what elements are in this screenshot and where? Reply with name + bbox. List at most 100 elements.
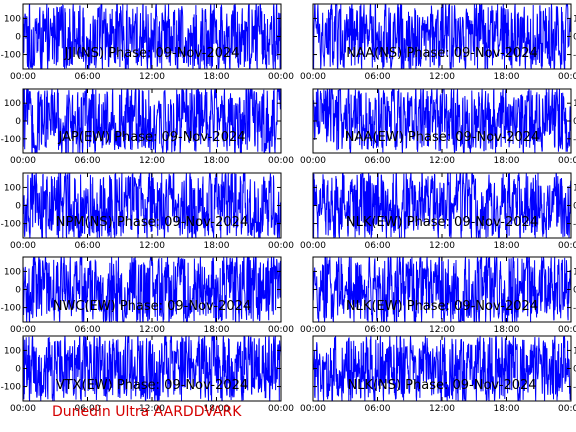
y-tick-label: 0 bbox=[573, 286, 576, 296]
y-tick-label: -100 bbox=[1, 135, 22, 145]
panel-10: 100 0 -100 00:00 06:00 12:00 18:00 00:00 NLK(NS)… bbox=[300, 335, 576, 414]
x-tick-label: 18:00 bbox=[204, 404, 230, 414]
x-tick-label: 00:00 bbox=[558, 72, 576, 82]
y-tick-label: 0 bbox=[15, 365, 21, 375]
y-tick-label: 0 bbox=[573, 33, 576, 43]
x-tick-label: 06:00 bbox=[75, 325, 101, 335]
x-tick-label: 06:00 bbox=[75, 156, 101, 166]
panel-5: 100 0 -100 00:00 06:00 12:00 18:00 00:00 NPM(NS)… bbox=[1, 172, 294, 251]
y-tick-label: -100 bbox=[573, 135, 576, 145]
x-tick-label: 12:00 bbox=[139, 156, 165, 166]
y-tick-label: -100 bbox=[573, 304, 576, 314]
x-tick-label: 06:00 bbox=[365, 72, 391, 82]
x-tick-label: 18:00 bbox=[204, 325, 230, 335]
x-tick-label: 18:00 bbox=[204, 241, 230, 251]
x-tick-label: 12:00 bbox=[429, 325, 455, 335]
x-tick-label: 12:00 bbox=[429, 404, 455, 414]
panel-title: JJI(NS) Phase: 09-Nov-2024 bbox=[63, 46, 239, 61]
x-tick-label: 06:00 bbox=[365, 404, 391, 414]
phase-trace bbox=[23, 173, 281, 238]
y-tick-label: 100 bbox=[573, 346, 576, 356]
x-tick-label: 00:00 bbox=[300, 404, 326, 414]
x-tick-label: 18:00 bbox=[494, 404, 520, 414]
panel-9: 100 0 -100 00:00 06:00 12:00 18:00 00:00 VTX(EW)… bbox=[1, 335, 294, 414]
x-tick-label: 12:00 bbox=[429, 72, 455, 82]
panel-7: 100 0 -100 00:00 06:00 12:00 18:00 00:00 NWC(EW)… bbox=[1, 256, 294, 335]
x-tick-label: 00:00 bbox=[268, 241, 294, 251]
x-tick-label: 00:00 bbox=[558, 325, 576, 335]
panel-title: NLK(EW) Phase: 09-Nov-2024 bbox=[346, 215, 538, 230]
y-tick-label: -100 bbox=[573, 220, 576, 230]
phase-trace bbox=[23, 257, 281, 322]
phase-trace bbox=[23, 336, 281, 401]
x-tick-label: 18:00 bbox=[494, 325, 520, 335]
panel-2: 100 0 -100 00:00 06:00 12:00 18:00 00:00 NAA(NS)… bbox=[300, 3, 576, 82]
panel-title: JAP(EW) Phase: 09-Nov-2024 bbox=[57, 130, 245, 145]
panel-1: 100 0 -100 00:00 06:00 12:00 18:00 00:00 JJI(NS)… bbox=[1, 3, 294, 82]
x-tick-label: 06:00 bbox=[75, 404, 101, 414]
panel-title: NAA(EW) Phase: 09-Nov-2024 bbox=[345, 130, 540, 145]
x-tick-label: 00:00 bbox=[10, 156, 36, 166]
panel-4: 100 0 -100 00:00 06:00 12:00 18:00 00:00 NAA(EW)… bbox=[300, 88, 576, 166]
phase-trace bbox=[313, 4, 571, 69]
x-tick-label: 12:00 bbox=[429, 241, 455, 251]
y-tick-label: 100 bbox=[4, 99, 21, 109]
phase-trace bbox=[313, 257, 571, 322]
x-tick-label: 00:00 bbox=[300, 325, 326, 335]
x-tick-label: 00:00 bbox=[10, 325, 36, 335]
x-tick-label: 00:00 bbox=[268, 404, 294, 414]
x-tick-label: 06:00 bbox=[75, 72, 101, 82]
x-tick-label: 18:00 bbox=[494, 241, 520, 251]
x-tick-label: 00:00 bbox=[268, 156, 294, 166]
x-tick-label: 18:00 bbox=[494, 72, 520, 82]
y-tick-label: 0 bbox=[15, 117, 21, 127]
y-tick-label: 100 bbox=[573, 14, 576, 24]
x-tick-label: 12:00 bbox=[429, 156, 455, 166]
panel-6: 100 0 -100 00:00 06:00 12:00 18:00 00:00 NLK(EW)… bbox=[300, 172, 576, 251]
x-tick-label: 00:00 bbox=[558, 156, 576, 166]
x-tick-label: 00:00 bbox=[10, 241, 36, 251]
x-tick-label: 12:00 bbox=[139, 241, 165, 251]
footer-credit: Dunedin Ultra AARDDVARK bbox=[52, 404, 242, 420]
x-tick-label: 00:00 bbox=[10, 72, 36, 82]
phase-trace bbox=[23, 4, 281, 69]
x-tick-label: 12:00 bbox=[139, 72, 165, 82]
x-tick-label: 00:00 bbox=[300, 72, 326, 82]
panel-title: NLK(EW) Phase: 09-Nov-2024 bbox=[346, 299, 538, 314]
x-tick-label: 00:00 bbox=[300, 156, 326, 166]
x-tick-label: 00:00 bbox=[268, 325, 294, 335]
x-tick-label: 18:00 bbox=[204, 72, 230, 82]
x-tick-label: 18:00 bbox=[494, 156, 520, 166]
y-tick-label: 0 bbox=[15, 33, 21, 43]
x-tick-label: 00:00 bbox=[268, 72, 294, 82]
x-tick-label: 12:00 bbox=[139, 325, 165, 335]
x-tick-label: 06:00 bbox=[365, 325, 391, 335]
phase-trace bbox=[23, 89, 281, 153]
panel-title: VTX(EW) Phase: 09-Nov-2024 bbox=[56, 378, 248, 393]
panel-title: NPM(NS) Phase: 09-Nov-2024 bbox=[56, 215, 248, 230]
y-tick-label: 0 bbox=[573, 202, 576, 212]
y-tick-label: -100 bbox=[573, 51, 576, 61]
x-tick-label: 06:00 bbox=[75, 241, 101, 251]
y-tick-label: -100 bbox=[1, 304, 22, 314]
y-tick-label: 0 bbox=[573, 117, 576, 127]
phase-trace bbox=[313, 336, 571, 401]
phase-trace bbox=[313, 173, 571, 238]
panel-8: 100 0 -100 00:00 06:00 12:00 18:00 00:00 NLK(EW)… bbox=[300, 256, 576, 335]
y-tick-label: 0 bbox=[573, 365, 576, 375]
y-tick-label: 100 bbox=[4, 346, 21, 356]
y-tick-label: -100 bbox=[1, 51, 22, 61]
x-tick-label: 12:00 bbox=[139, 404, 165, 414]
x-tick-label: 18:00 bbox=[204, 156, 230, 166]
panel-title: NAA(NS) Phase: 09-Nov-2024 bbox=[346, 46, 537, 61]
y-tick-label: 100 bbox=[4, 183, 21, 193]
y-tick-label: 100 bbox=[4, 267, 21, 277]
y-tick-label: -100 bbox=[1, 383, 22, 393]
y-tick-label: 100 bbox=[573, 267, 576, 277]
y-tick-label: -100 bbox=[1, 220, 22, 230]
x-tick-label: 00:00 bbox=[10, 404, 36, 414]
x-tick-label: 00:00 bbox=[558, 241, 576, 251]
x-tick-label: 06:00 bbox=[365, 156, 391, 166]
y-tick-label: -100 bbox=[573, 383, 576, 393]
